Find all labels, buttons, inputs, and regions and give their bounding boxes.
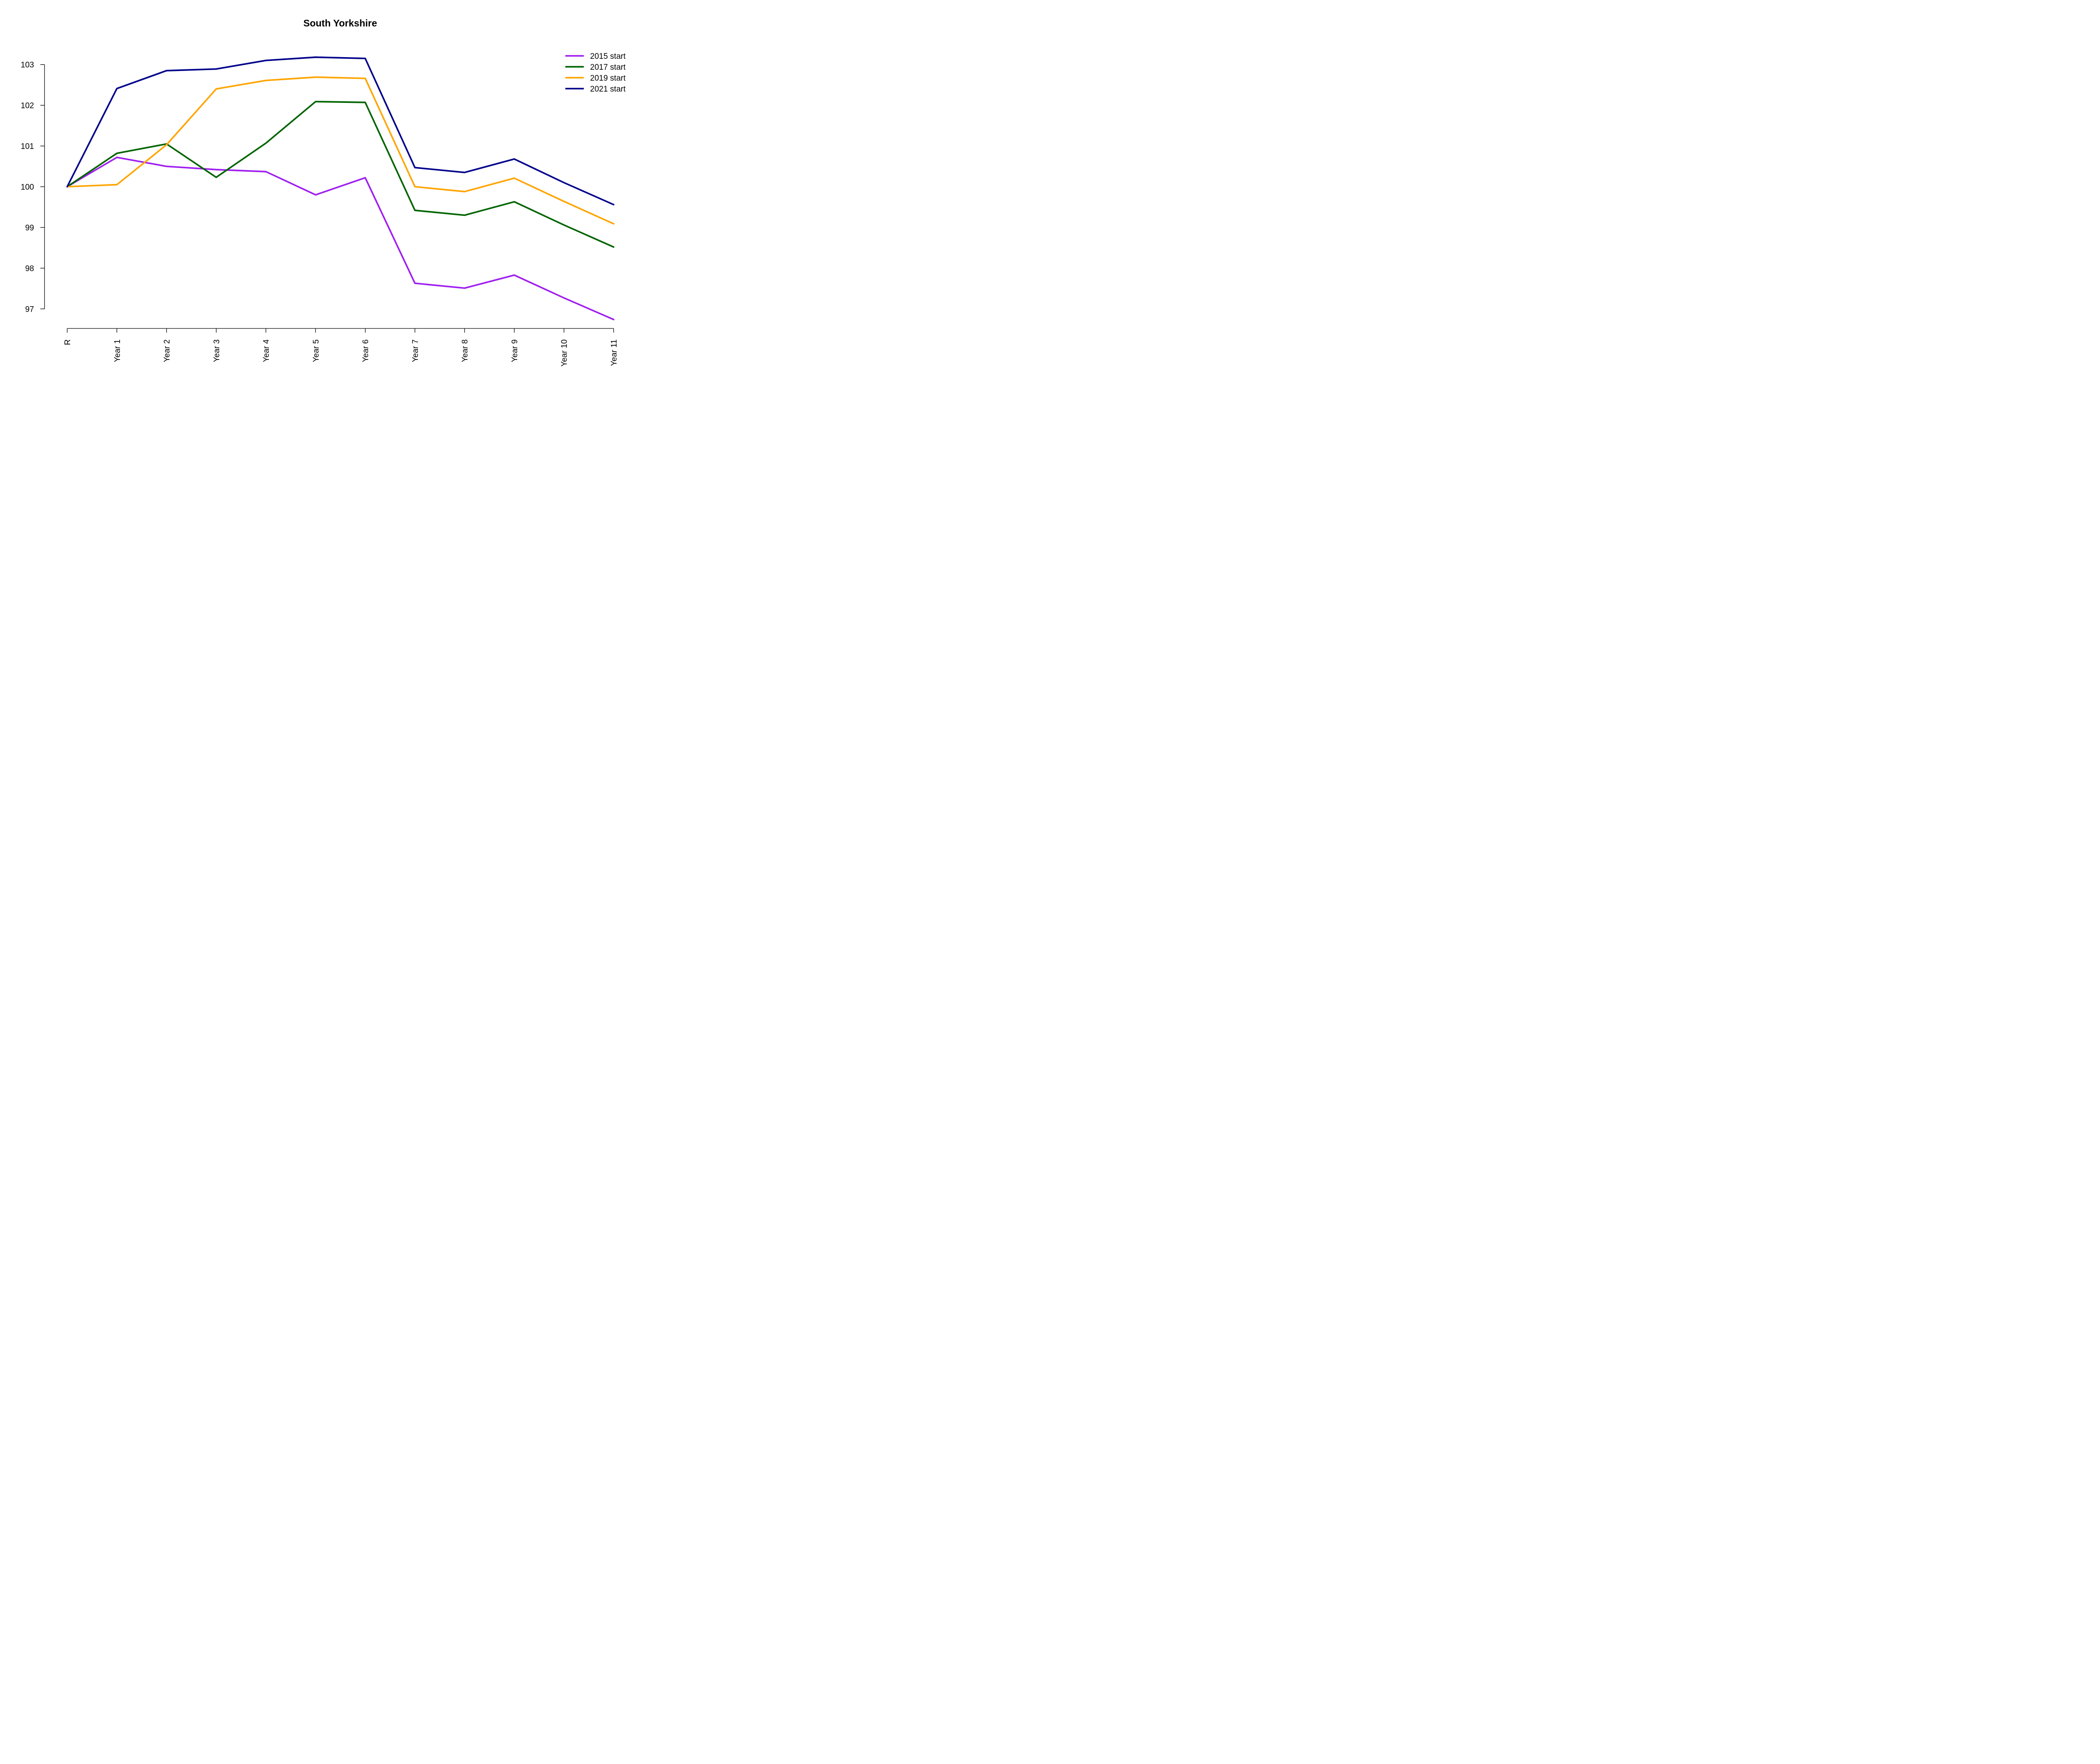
x-tick-label: Year 3: [213, 339, 221, 362]
y-tick-label: 97: [25, 305, 34, 314]
legend-label: 2017 start: [590, 63, 626, 72]
y-tick-label: 103: [21, 61, 34, 70]
x-tick-label: Year 10: [560, 339, 569, 367]
x-tick-label: Year 1: [113, 339, 122, 362]
x-tick-label: Year 7: [411, 339, 420, 362]
series-line-2021-start: [66, 56, 614, 206]
series-line-2017-start: [66, 100, 614, 248]
y-tick-label: 101: [21, 142, 34, 151]
legend-label: 2021 start: [590, 85, 626, 94]
x-tick-label: Year 11: [610, 339, 619, 366]
x-axis: R Year 1 Year 2 Year 3 Year 4 Year 5 Year 6 Yea…: [63, 328, 619, 367]
series-line-2019-start: [66, 76, 614, 225]
series-line-2015-start: [66, 156, 614, 320]
x-tick-label: Year 9: [510, 339, 519, 362]
x-tick-label: R: [63, 339, 72, 345]
y-tick-label: 102: [21, 102, 34, 110]
legend-label: 2019 start: [590, 74, 626, 83]
y-tick-label: 100: [21, 183, 34, 192]
series-layer: [66, 56, 614, 320]
legend-label: 2015 start: [590, 52, 626, 61]
line-chart: South Yorkshire 97 98 99 100 101 102 103 R Year…: [21, 18, 626, 367]
x-tick-label: Year 5: [312, 339, 320, 362]
x-tick-label: Year 8: [461, 339, 470, 362]
chart-title: South Yorkshire: [303, 18, 377, 29]
y-axis: 97 98 99 100 101 102 103: [21, 61, 45, 314]
y-tick-label: 98: [25, 264, 34, 273]
x-tick-label: Year 2: [163, 339, 172, 362]
y-tick-label: 99: [25, 224, 34, 233]
x-tick-label: Year 6: [362, 339, 370, 362]
legend: 2015 start 2017 start 2019 start 2021 start: [565, 52, 626, 94]
x-tick-label: Year 4: [262, 339, 271, 362]
